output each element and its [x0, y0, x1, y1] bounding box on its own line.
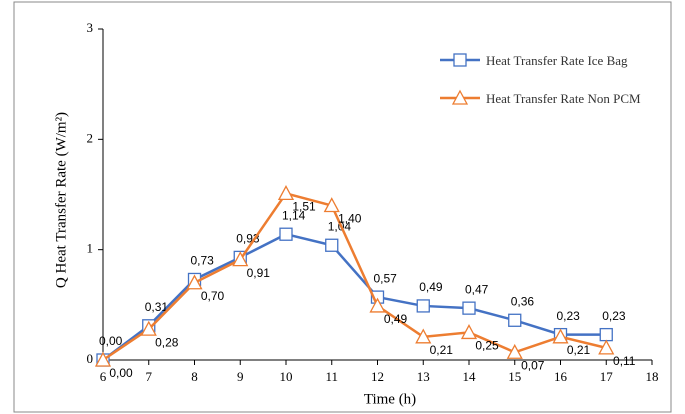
- x-tick-label: 13: [417, 369, 430, 384]
- data-label: 0,70: [201, 289, 225, 303]
- data-label: 0,57: [374, 271, 398, 285]
- x-tick-label: 12: [371, 369, 384, 384]
- marker: [460, 324, 478, 340]
- marker: [598, 339, 615, 355]
- marker: [416, 299, 430, 313]
- y-tick-label: 2: [87, 130, 94, 145]
- x-tick-label: 10: [280, 369, 293, 384]
- data-label: 0,07: [521, 358, 545, 372]
- marker: [277, 185, 295, 201]
- data-label: 0,36: [511, 294, 535, 308]
- x-tick-label: 18: [646, 369, 659, 384]
- data-label: 0,73: [191, 254, 215, 268]
- x-tick-label: 15: [508, 369, 521, 384]
- data-label: 1,51: [292, 200, 316, 214]
- x-tick-label: 8: [191, 369, 198, 384]
- data-label: 0,23: [557, 309, 581, 323]
- data-label: 0,28: [155, 335, 179, 349]
- marker: [94, 351, 112, 367]
- series-line: [102, 232, 607, 362]
- x-axis-title: Time (h): [364, 391, 416, 407]
- marker: [279, 227, 293, 241]
- marker: [552, 328, 569, 344]
- marker: [508, 313, 522, 327]
- legend-label: Heat Transfer Rate Non PCM: [486, 91, 641, 106]
- x-tick-label: 9: [237, 369, 244, 384]
- series-line: [102, 191, 607, 362]
- legend-swatch-marker: [451, 89, 469, 105]
- marker: [462, 301, 476, 315]
- y-tick-label: 1: [87, 241, 94, 256]
- y-tick-label: 0: [87, 351, 94, 366]
- data-label: 1,04: [328, 219, 352, 233]
- data-label: 0,21: [567, 343, 591, 357]
- chart-border: [13, 1, 672, 413]
- x-tick-label: 14: [463, 369, 477, 384]
- marker: [325, 238, 339, 252]
- x-tick-label: 17: [600, 369, 614, 384]
- marker: [140, 320, 157, 336]
- legend-label: Heat Transfer Rate Ice Bag: [486, 53, 628, 68]
- data-label: 0,49: [419, 280, 443, 294]
- x-tick-label: 6: [100, 369, 107, 384]
- data-label: 0,21: [430, 343, 454, 357]
- data-label: 0,49: [384, 312, 408, 326]
- x-tick-label: 16: [554, 369, 568, 384]
- marker: [369, 297, 386, 313]
- data-label: 0,31: [145, 300, 169, 314]
- data-label: 0,47: [465, 282, 489, 296]
- marker: [186, 274, 203, 290]
- data-label: 0,23: [602, 309, 626, 323]
- data-label: 1,40: [338, 212, 362, 226]
- data-label: 0,00: [99, 334, 123, 348]
- marker: [415, 328, 432, 344]
- y-tick-label: 3: [87, 20, 94, 35]
- data-label: 0,00: [109, 366, 133, 380]
- marker: [599, 327, 613, 342]
- x-tick-label: 7: [146, 369, 153, 384]
- data-label: 0,11: [613, 354, 636, 368]
- data-label: 0,91: [247, 266, 271, 280]
- marker: [323, 197, 340, 213]
- data-label: 0,25: [475, 339, 499, 353]
- legend-swatch-marker: [453, 53, 467, 67]
- x-tick-label: 11: [325, 369, 338, 384]
- y-axis-title: Q Heat Transfer Rate (W/m²): [53, 112, 69, 288]
- marker: [232, 251, 249, 267]
- data-label: 0,93: [236, 232, 260, 246]
- marker: [506, 343, 523, 359]
- data-label: 1,14: [282, 208, 306, 222]
